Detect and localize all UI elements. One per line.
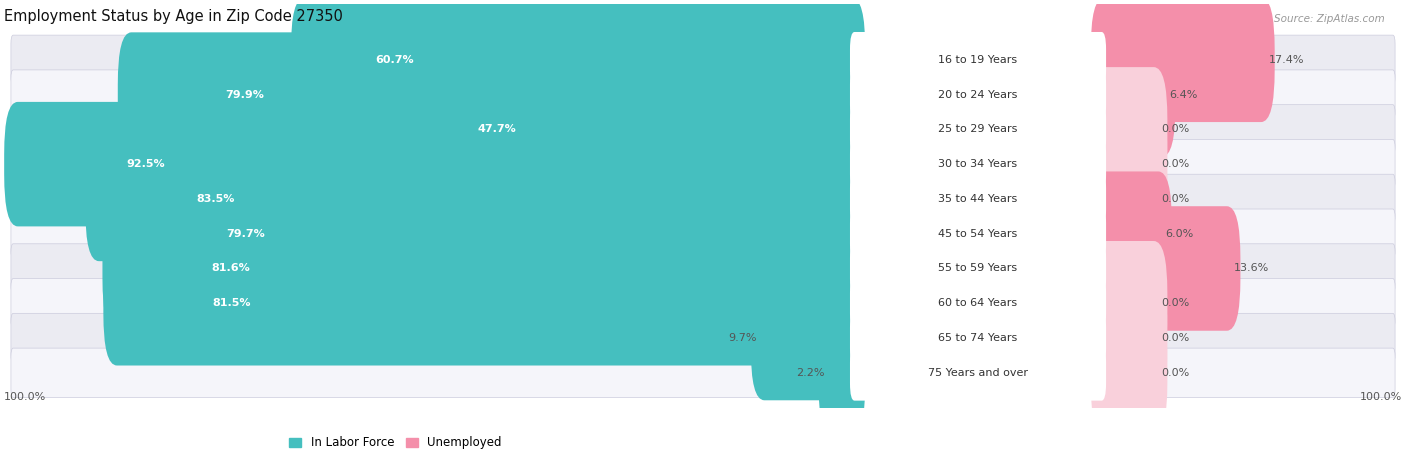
FancyBboxPatch shape <box>103 206 865 331</box>
Text: 2.2%: 2.2% <box>796 368 825 378</box>
FancyBboxPatch shape <box>104 241 865 365</box>
Text: 81.5%: 81.5% <box>212 298 250 308</box>
FancyBboxPatch shape <box>118 32 865 157</box>
FancyBboxPatch shape <box>851 276 1107 331</box>
Text: 35 to 44 Years: 35 to 44 Years <box>938 194 1018 204</box>
Text: 100.0%: 100.0% <box>4 392 46 402</box>
Text: 0.0%: 0.0% <box>1161 298 1189 308</box>
FancyBboxPatch shape <box>851 171 1107 227</box>
Text: 83.5%: 83.5% <box>197 194 235 204</box>
Text: Employment Status by Age in Zip Code 27350: Employment Status by Age in Zip Code 273… <box>4 9 343 24</box>
Text: 25 to 29 Years: 25 to 29 Years <box>938 124 1018 134</box>
Text: 17.4%: 17.4% <box>1268 55 1303 65</box>
FancyBboxPatch shape <box>11 35 1395 84</box>
Text: 55 to 59 Years: 55 to 59 Years <box>938 263 1018 273</box>
Legend: In Labor Force, Unemployed: In Labor Force, Unemployed <box>284 432 506 451</box>
FancyBboxPatch shape <box>11 244 1395 293</box>
FancyBboxPatch shape <box>1091 0 1275 122</box>
FancyBboxPatch shape <box>4 102 865 226</box>
Text: 0.0%: 0.0% <box>1161 368 1189 378</box>
FancyBboxPatch shape <box>1091 67 1167 192</box>
FancyBboxPatch shape <box>1091 32 1175 157</box>
FancyBboxPatch shape <box>1091 206 1240 331</box>
FancyBboxPatch shape <box>11 313 1395 363</box>
FancyBboxPatch shape <box>851 67 1107 122</box>
Text: 45 to 54 Years: 45 to 54 Years <box>938 229 1018 239</box>
FancyBboxPatch shape <box>851 101 1107 157</box>
FancyBboxPatch shape <box>11 348 1395 397</box>
FancyBboxPatch shape <box>11 139 1395 189</box>
FancyBboxPatch shape <box>11 209 1395 258</box>
FancyBboxPatch shape <box>1091 102 1167 226</box>
FancyBboxPatch shape <box>818 311 865 435</box>
Text: Source: ZipAtlas.com: Source: ZipAtlas.com <box>1274 14 1385 23</box>
Text: 0.0%: 0.0% <box>1161 124 1189 134</box>
FancyBboxPatch shape <box>1091 241 1167 365</box>
Text: 0.0%: 0.0% <box>1161 159 1189 169</box>
Text: 0.0%: 0.0% <box>1161 333 1189 343</box>
Text: 30 to 34 Years: 30 to 34 Years <box>938 159 1018 169</box>
Text: 6.0%: 6.0% <box>1166 229 1194 239</box>
FancyBboxPatch shape <box>751 276 865 400</box>
Text: 79.9%: 79.9% <box>225 90 264 100</box>
Text: 9.7%: 9.7% <box>728 333 756 343</box>
FancyBboxPatch shape <box>291 0 865 122</box>
Text: 0.0%: 0.0% <box>1161 194 1189 204</box>
Text: 6.4%: 6.4% <box>1170 90 1198 100</box>
FancyBboxPatch shape <box>1091 171 1171 296</box>
FancyBboxPatch shape <box>11 105 1395 154</box>
FancyBboxPatch shape <box>1091 276 1167 400</box>
FancyBboxPatch shape <box>11 174 1395 224</box>
FancyBboxPatch shape <box>851 345 1107 400</box>
FancyBboxPatch shape <box>11 70 1395 119</box>
Text: 75 Years and over: 75 Years and over <box>928 368 1028 378</box>
Text: 65 to 74 Years: 65 to 74 Years <box>938 333 1018 343</box>
FancyBboxPatch shape <box>1091 311 1167 435</box>
Text: 20 to 24 Years: 20 to 24 Years <box>938 90 1018 100</box>
FancyBboxPatch shape <box>86 137 865 261</box>
Text: 60 to 64 Years: 60 to 64 Years <box>938 298 1018 308</box>
FancyBboxPatch shape <box>851 32 1107 87</box>
Text: 81.6%: 81.6% <box>212 263 250 273</box>
FancyBboxPatch shape <box>851 206 1107 262</box>
Text: 100.0%: 100.0% <box>1360 392 1402 402</box>
Text: 79.7%: 79.7% <box>226 229 266 239</box>
FancyBboxPatch shape <box>1091 137 1167 261</box>
FancyBboxPatch shape <box>851 241 1107 296</box>
Text: 13.6%: 13.6% <box>1234 263 1270 273</box>
FancyBboxPatch shape <box>120 171 865 296</box>
Text: 60.7%: 60.7% <box>375 55 415 65</box>
FancyBboxPatch shape <box>408 67 865 192</box>
Text: 47.7%: 47.7% <box>478 124 516 134</box>
FancyBboxPatch shape <box>11 279 1395 328</box>
FancyBboxPatch shape <box>851 136 1107 192</box>
Text: 92.5%: 92.5% <box>127 159 165 169</box>
Text: 16 to 19 Years: 16 to 19 Years <box>938 55 1018 65</box>
FancyBboxPatch shape <box>851 310 1107 366</box>
